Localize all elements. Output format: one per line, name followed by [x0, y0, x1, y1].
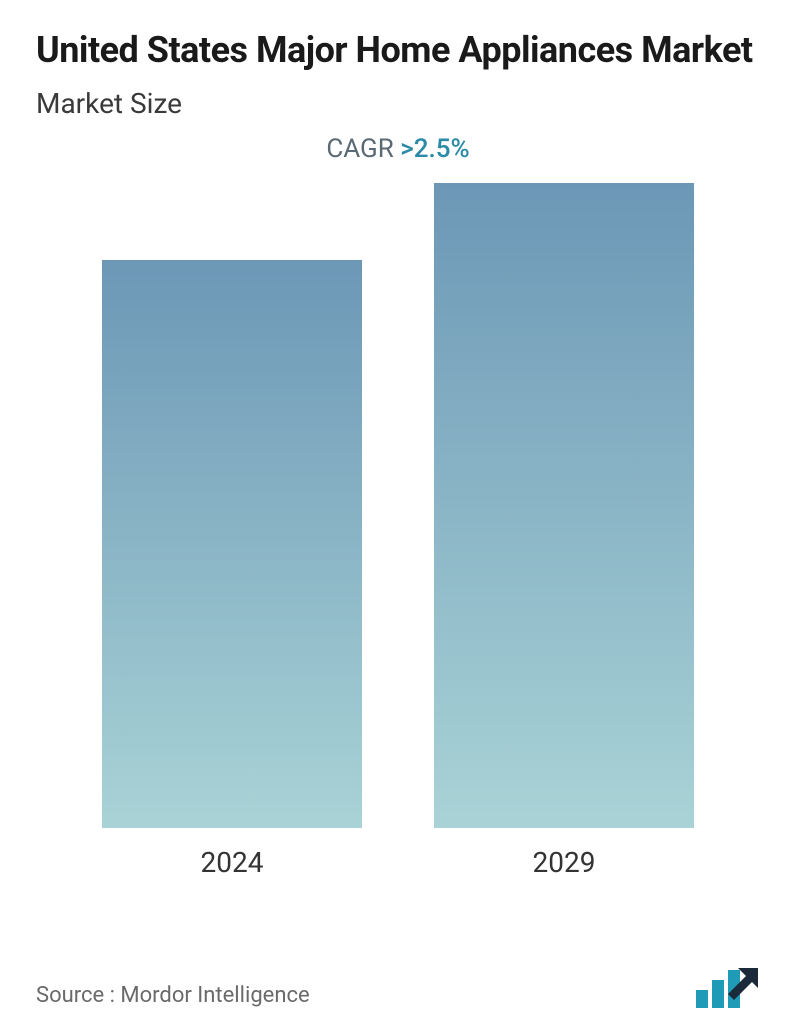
bar-category-label: 2024 — [201, 846, 264, 879]
bar-plot: 2024 2029 — [36, 174, 760, 879]
brand-logo-icon — [694, 966, 760, 1008]
bar-category-label: 2029 — [533, 846, 596, 879]
bar-group: 2029 — [414, 183, 714, 879]
bar — [434, 183, 694, 828]
bar — [102, 260, 362, 828]
source-text: Source : Mordor Intelligence — [36, 983, 310, 1008]
chart-area: 2024 2029 — [36, 174, 760, 946]
cagr-label: CAGR — [326, 134, 393, 164]
chart-subtitle: Market Size — [36, 87, 760, 120]
cagr-row: CAGR >2.5% — [36, 134, 760, 164]
cagr-value: >2.5% — [400, 134, 469, 164]
chart-title: United States Major Home Appliances Mark… — [36, 28, 760, 73]
bar-group: 2024 — [82, 260, 382, 879]
chart-footer: Source : Mordor Intelligence — [36, 966, 760, 1014]
